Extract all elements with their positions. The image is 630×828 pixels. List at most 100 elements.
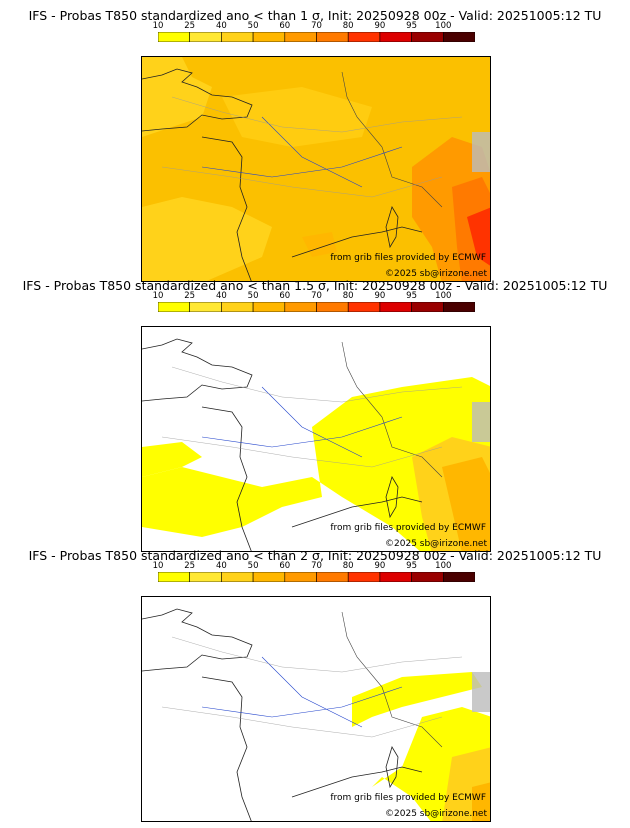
colorbar-swatch [379,572,412,582]
colorbar-tick-label: 95 [406,561,418,571]
copyright-credit: ©2025 sb@irizone.net [385,539,487,549]
colorbar-swatch [284,32,317,42]
island-outline [385,206,399,249]
colorbar-tick-label: 90 [374,561,386,571]
colorbar-tick-label: 50 [247,561,259,571]
coastline [291,766,423,798]
colorbar [158,32,475,42]
colorbar-swatch [347,302,381,312]
coastline [201,136,252,281]
colorbar-tick-label: 100 [435,561,452,571]
admin-border [171,636,463,673]
probability-map: from grib files provided by ECMWF ©2025 … [141,596,491,822]
source-credit: from grib files provided by ECMWF [330,523,486,533]
source-credit: from grib files provided by ECMWF [330,793,486,803]
colorbar-tick-label: 25 [184,561,196,571]
colorbar-swatch [284,302,317,312]
river [261,656,363,728]
colorbar-tick-label: 95 [406,21,418,31]
colorbar-tick-label: 60 [279,21,291,31]
river [261,116,363,188]
colorbar-tick-label: 70 [311,561,322,571]
colorbar-swatch [347,32,381,42]
probability-fill-50-60 [472,782,490,821]
colorbar-swatch [189,302,222,312]
colorbar-swatch [189,572,222,582]
colorbar-swatch [221,572,254,582]
colorbar-tick-label: 25 [184,21,196,31]
colorbar-swatches [158,302,475,312]
colorbar-swatch [347,572,381,582]
colorbar-swatch [252,572,286,582]
colorbar-swatch [252,32,286,42]
colorbar [158,572,475,582]
coastline [291,496,423,528]
colorbar-tick-label: 80 [342,21,354,31]
probability-fill-50-60 [442,457,490,551]
country-border [341,341,443,478]
colorbar-tick-label: 40 [215,291,227,301]
colorbar-tick-label: 90 [374,21,386,31]
admin-border [161,706,443,738]
admin-border [171,366,463,403]
colorbar-swatch [221,302,254,312]
island-outline [385,746,399,789]
terrain-mask [472,402,490,442]
terrain-mask [472,672,490,712]
copyright-credit: ©2025 sb@irizone.net [385,809,487,819]
copyright-credit: ©2025 sb@irizone.net [385,269,487,279]
colorbar [158,302,475,312]
panel-title: IFS - Probas T850 standardized ano < tha… [22,278,608,293]
country-border [341,71,443,208]
colorbar-swatch [442,32,475,42]
colorbar-swatch [379,32,412,42]
island-outline [385,476,399,519]
colorbar-tick-label: 80 [342,291,354,301]
colorbar-tick-label: 100 [435,291,452,301]
colorbar-swatch [379,302,412,312]
probability-fill-10-25 [352,672,482,727]
colorbar-tick-label: 70 [311,21,322,31]
coastline [201,406,252,551]
river [201,416,403,448]
probability-map: from grib files provided by ECMWF ©2025 … [141,326,491,552]
probability-fill-25-40 [142,57,212,137]
colorbar-swatch [158,572,191,582]
probability-fill-10-25 [142,377,490,551]
colorbar-swatch [316,32,349,42]
colorbar-swatch [316,302,349,312]
colorbar-swatches [158,32,475,42]
coastline [201,676,252,821]
colorbar-tick-label: 10 [152,21,164,31]
river [261,386,363,458]
terrain-mask [472,132,490,172]
colorbar-tick-label: 25 [184,291,196,301]
colorbar-swatch [316,572,349,582]
colorbar-swatch [189,32,222,42]
panel-title: IFS - Probas T850 standardized ano < tha… [28,548,602,563]
map-panel-1-5sigma: IFS - Probas T850 standardized ano < tha… [0,278,630,552]
colorbar-tick-label: 100 [435,21,452,31]
colorbar-tick-label: 40 [215,561,227,571]
colorbar-swatch [411,302,444,312]
probability-fill-10-25 [142,442,202,477]
colorbar-tick-label: 50 [247,21,259,31]
coastline [142,608,253,672]
admin-border [161,436,443,468]
probability-fill-80-90 [467,207,490,266]
colorbar-tick-label: 40 [215,21,227,31]
admin-border [171,96,463,133]
colorbar-swatch [411,32,444,42]
colorbar-tick-label: 95 [406,291,418,301]
coastline [142,68,253,132]
colorbar-swatch [442,572,475,582]
probability-fill-25-40 [142,197,272,281]
map-panel-2sigma: IFS - Probas T850 standardized ano < tha… [0,548,630,822]
river [201,686,403,718]
probability-map: from grib files provided by ECMWF ©2025 … [141,56,491,282]
colorbar-swatch [252,302,286,312]
panel-title: IFS - Probas T850 standardized ano < tha… [28,8,602,23]
colorbar-tick-label: 60 [279,291,291,301]
river [201,146,403,178]
source-credit: from grib files provided by ECMWF [330,253,486,263]
